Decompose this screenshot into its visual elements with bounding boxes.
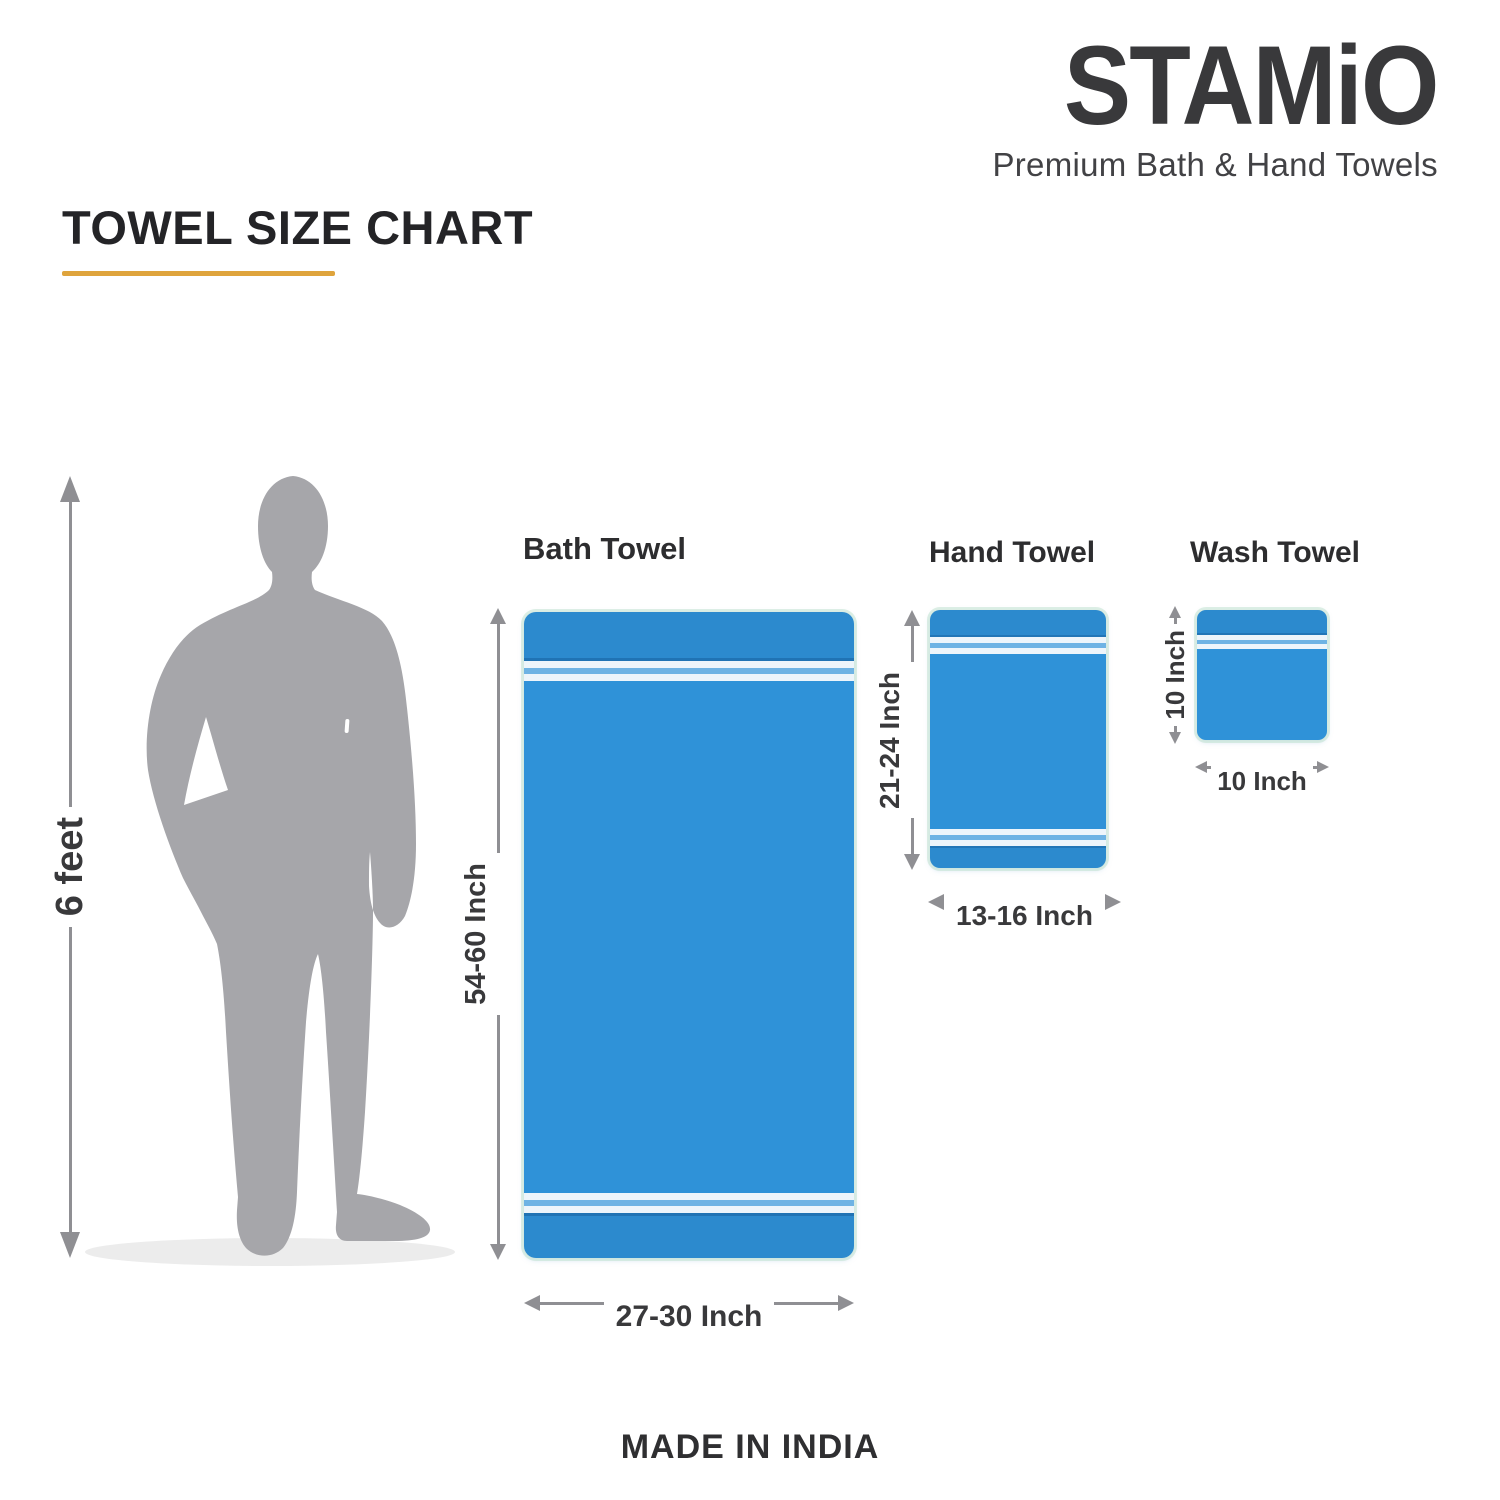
arrow-up-icon [1169,606,1181,618]
dimension-line-segment [774,1301,839,1305]
reference-figure [85,472,475,1272]
page-title: TOWEL SIZE CHART [62,201,534,254]
arrow-down-icon [60,1232,80,1258]
wash-towel-height-dimension: 10 Inch [1158,606,1192,744]
title-underline [62,271,335,276]
hand-towel-height-dimension: 21-24 Inch [874,610,929,871]
dimension-line-segment [1312,765,1317,769]
bath-towel-height-label: 54-60 Inch [459,863,492,1005]
bath-towel-width-dimension: 27-30 Inch [524,1283,855,1332]
bath-towel-width-label: 27-30 Inch [615,1300,763,1333]
arrow-right-icon [1317,761,1329,773]
arrow-right-icon [838,1295,855,1311]
hand-towel-height-label: 21-24 Inch [874,671,905,809]
wash-towel-width-label: 10 Inch [1217,766,1307,796]
wash-towel-title: Wash Towel [1190,536,1361,569]
arrow-down-icon [490,1244,506,1260]
bath-towel-graphic [524,612,854,1258]
dimension-line-segment [1207,765,1212,769]
arrow-up-icon [60,476,80,502]
dimension-line-segment [1173,725,1177,732]
pocket-square-detail [344,719,350,733]
dimension-line-segment [1173,618,1177,625]
arrow-down-icon [904,854,920,871]
arrow-down-icon [1169,732,1181,744]
brand-block: STAMiO Premium Bath & Hand Towels [992,23,1439,184]
height-reference-dimension: 6 feet [49,476,91,1258]
dimension-line-segment [540,1301,604,1305]
wash-towel-graphic [1197,610,1327,740]
arrow-up-icon [490,608,506,624]
hand-towel-title: Hand Towel [929,536,1096,569]
dimension-line-segment [910,626,914,662]
arrow-up-icon [904,610,920,626]
dimension-line-segment [910,818,914,855]
dimension-line-segment [496,1014,500,1244]
footer-text: MADE IN INDIA [620,1428,880,1466]
heading-block: TOWEL SIZE CHART [62,200,533,276]
arrow-left-icon [928,894,944,910]
hand-towel-graphic [930,610,1106,868]
brand-tagline: Premium Bath & Hand Towels [992,146,1438,183]
man-silhouette [146,476,431,1256]
hand-towel-width-dimension: 13-16 Inch [928,884,1121,930]
man-silhouette-svg [85,476,455,1266]
bath-towel-height-dimension: 54-60 Inch [460,608,515,1260]
brand-logo: STAMiO [1064,23,1439,148]
dimension-line-segment [496,624,500,854]
hand-towel-width-label: 13-16 Inch [956,900,1093,931]
wash-towel-height-label: 10 Inch [1160,630,1190,720]
arrow-right-icon [1104,894,1121,910]
wash-towel-width-dimension: 10 Inch [1195,750,1329,794]
dimension-line-segment [68,502,72,808]
height-reference-label: 6 feet [49,817,91,917]
bath-towel-title: Bath Towel [523,531,687,566]
dimension-line-segment [68,926,72,1232]
arrow-left-icon [524,1295,540,1311]
arrow-left-icon [1195,761,1207,773]
